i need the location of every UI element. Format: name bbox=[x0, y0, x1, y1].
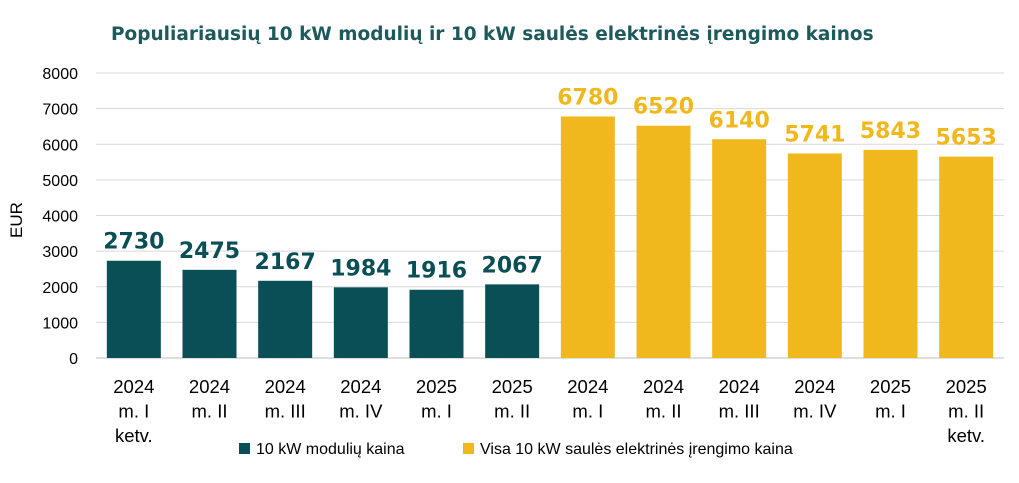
data-label: 2475 bbox=[179, 239, 240, 264]
x-category-label: m. III bbox=[719, 401, 760, 422]
data-label: 5843 bbox=[860, 119, 921, 144]
y-tick-label: 3000 bbox=[42, 244, 78, 261]
y-tick-label: 1000 bbox=[42, 315, 78, 332]
bar bbox=[863, 149, 918, 358]
x-category-label: m. I bbox=[875, 401, 906, 422]
x-category-label: 2025 bbox=[870, 376, 911, 397]
x-category-label: 2024 bbox=[113, 376, 154, 397]
data-label: 1916 bbox=[406, 259, 467, 284]
x-category-label: m. I bbox=[572, 401, 603, 422]
x-category-label: m. II bbox=[494, 401, 530, 422]
legend-swatch bbox=[239, 443, 250, 454]
data-label: 6780 bbox=[557, 85, 618, 110]
y-axis-ticks: 0 1000 2000 3000 4000 5000 6000 7000 8000 bbox=[42, 66, 78, 368]
bars bbox=[106, 116, 994, 359]
x-category-label: ketv. bbox=[947, 425, 985, 446]
x-category-label: m. IV bbox=[339, 401, 383, 422]
bar bbox=[485, 284, 540, 358]
y-tick-label: 6000 bbox=[42, 137, 78, 154]
x-category-label: 2024 bbox=[265, 376, 306, 397]
legend: 10 kW modulių kaina Visa 10 kW saulės ele… bbox=[239, 441, 793, 458]
x-category-label: 2025 bbox=[492, 376, 533, 397]
x-category-label: 2024 bbox=[794, 376, 835, 397]
bar bbox=[712, 139, 767, 358]
y-tick-label: 4000 bbox=[42, 209, 78, 226]
legend-label: Visa 10 kW saulės elektrinės įrengimo ka… bbox=[480, 441, 793, 458]
y-tick-label: 0 bbox=[69, 351, 78, 368]
x-category-label: m. II bbox=[646, 401, 682, 422]
x-category-label: m. II bbox=[192, 401, 228, 422]
bar bbox=[182, 269, 237, 358]
x-category-label: m. II bbox=[948, 401, 984, 422]
x-category-label: 2024 bbox=[719, 376, 760, 397]
y-tick-label: 2000 bbox=[42, 280, 78, 297]
x-category-label: 2025 bbox=[946, 376, 987, 397]
data-label: 5653 bbox=[936, 126, 997, 151]
bar bbox=[333, 287, 388, 358]
bar bbox=[106, 260, 161, 358]
bar bbox=[409, 289, 464, 358]
bar bbox=[787, 153, 842, 358]
x-category-label: m. IV bbox=[793, 401, 837, 422]
x-category-label: m. I bbox=[421, 401, 452, 422]
y-tick-label: 8000 bbox=[42, 66, 78, 83]
bar bbox=[560, 116, 615, 359]
x-category-label: 2025 bbox=[416, 376, 457, 397]
x-category-label: 2024 bbox=[643, 376, 684, 397]
data-label: 2067 bbox=[482, 253, 543, 278]
y-tick-label: 7000 bbox=[42, 102, 78, 119]
x-category-label: ketv. bbox=[115, 425, 153, 446]
gridlines bbox=[96, 72, 1004, 359]
x-category-label: 2024 bbox=[340, 376, 381, 397]
x-category-label: 2024 bbox=[189, 376, 230, 397]
bar bbox=[636, 125, 691, 358]
chart-title: Populiariausių 10 kW modulių ir 10 kW sa… bbox=[111, 24, 874, 45]
data-label: 6140 bbox=[709, 108, 770, 133]
data-label: 5741 bbox=[784, 122, 845, 147]
data-label: 2730 bbox=[103, 230, 164, 255]
x-category-label: m. III bbox=[265, 401, 306, 422]
bar bbox=[939, 156, 994, 358]
x-category-label: 2024 bbox=[567, 376, 608, 397]
y-axis-label: EUR bbox=[7, 202, 26, 238]
bar bbox=[258, 280, 313, 358]
x-axis-categories: 2024 m. I ketv. 2024 m. II 2024 m. III 2024 m. I… bbox=[113, 376, 986, 446]
data-label: 2167 bbox=[255, 250, 316, 275]
y-tick-label: 5000 bbox=[42, 173, 78, 190]
data-label: 6520 bbox=[633, 95, 694, 120]
legend-swatch bbox=[463, 443, 474, 454]
data-labels: 2730 2475 2167 1984 1916 2067 6780 6520 6140 5741… bbox=[103, 85, 997, 283]
data-label: 1984 bbox=[330, 256, 391, 281]
legend-label: 10 kW modulių kaina bbox=[256, 441, 405, 458]
x-category-label: m. I bbox=[118, 401, 149, 422]
